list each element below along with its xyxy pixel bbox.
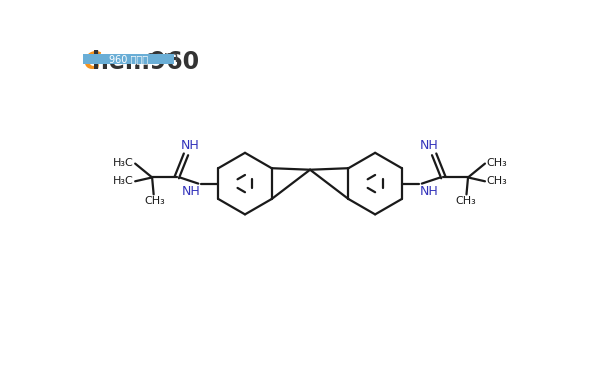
Text: NH: NH <box>182 185 201 198</box>
Text: NH: NH <box>419 185 438 198</box>
Text: CH₃: CH₃ <box>486 176 507 186</box>
Text: NH: NH <box>420 139 439 152</box>
Text: CH₃: CH₃ <box>456 196 476 206</box>
Text: hem960: hem960 <box>92 50 199 74</box>
Text: NH: NH <box>182 139 200 152</box>
Bar <box>83 54 174 64</box>
Text: CH₃: CH₃ <box>144 196 165 206</box>
Text: 960 化工网: 960 化工网 <box>109 54 148 64</box>
Text: H₃C: H₃C <box>113 176 134 186</box>
Text: C: C <box>83 50 100 74</box>
Text: H₃C: H₃C <box>113 158 134 168</box>
Text: CH₃: CH₃ <box>486 158 507 168</box>
Text: .com: .com <box>142 50 180 65</box>
